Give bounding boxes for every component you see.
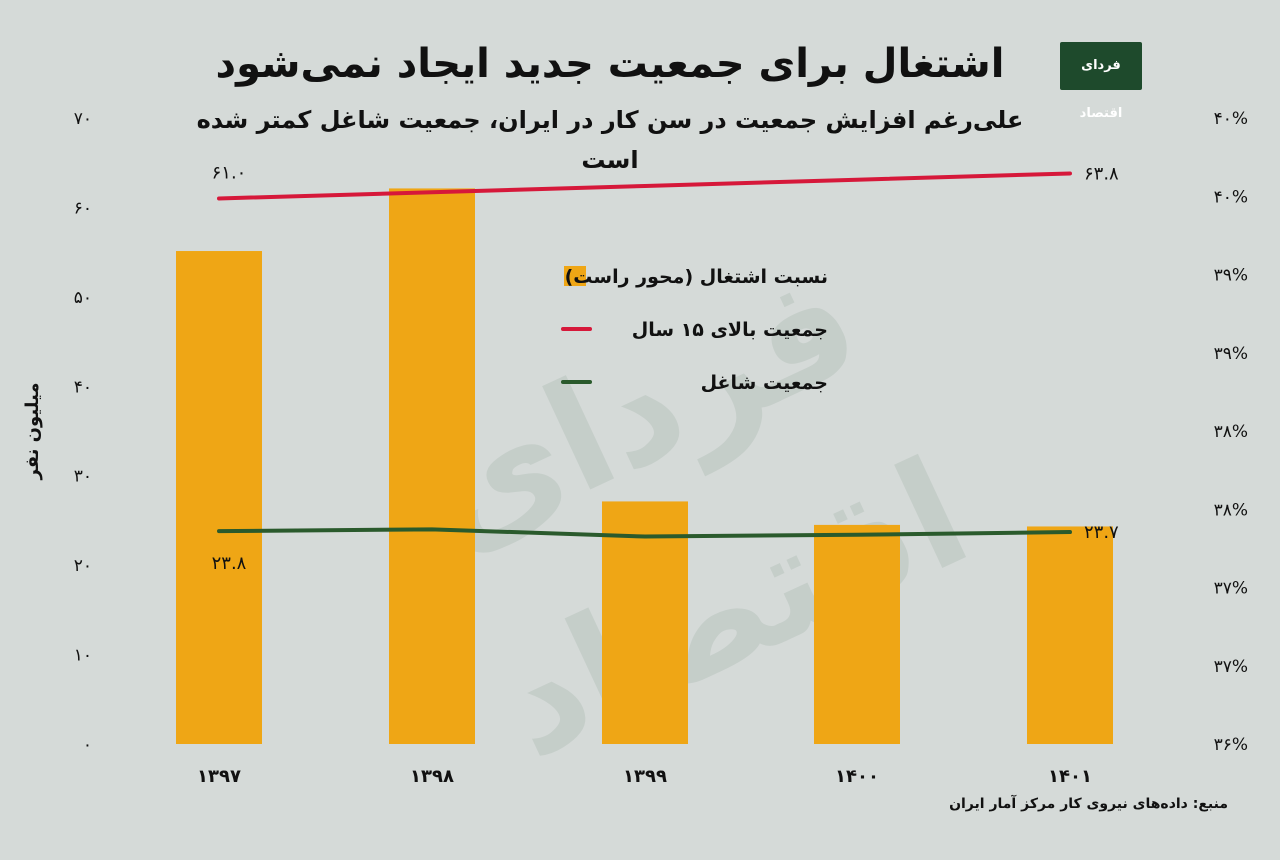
bar xyxy=(389,188,475,745)
y-right-tick-label: ۳۷% xyxy=(1214,657,1248,677)
x-tick-label: ۱۴۰۰ xyxy=(835,766,879,787)
legend-label: جمعیت بالای ۱۵ سال xyxy=(632,319,828,341)
y-right-tick-label: ۳۸% xyxy=(1214,500,1248,520)
x-tick-label: ۱۳۹۹ xyxy=(623,766,667,787)
source-note: منبع: داده‌های نیروی کار مرکز آمار ایران xyxy=(949,796,1228,812)
line-population xyxy=(217,171,1072,201)
y-right-tick-label: ۴۰% xyxy=(1214,109,1248,129)
y-right-tick-label: ۳۹% xyxy=(1214,266,1248,286)
y-left-tick-label: ۶۰ xyxy=(74,198,92,218)
y-left-tick-label: ۵۰ xyxy=(74,288,92,308)
y-left-tick-label: ۰ xyxy=(83,735,92,755)
x-tick-label: ۱۴۰۱ xyxy=(1048,766,1092,787)
x-tick-label: ۱۳۹۸ xyxy=(410,766,454,787)
line-employed xyxy=(217,527,1072,539)
y-left-tick-label: ۲۰ xyxy=(74,556,92,576)
line-employed-data-label: ۲۳.۸ xyxy=(212,553,247,574)
legend-label: جمعیت شاغل xyxy=(701,372,828,394)
y-right-tick-label: ۳۹% xyxy=(1214,344,1248,364)
line-population-data-label: ۶۳.۸ xyxy=(1084,163,1119,184)
y-left-axis-label: میلیون نفر xyxy=(22,382,43,480)
bar xyxy=(176,251,262,744)
y-right-tick-label: ۳۶% xyxy=(1214,735,1248,755)
bar xyxy=(1027,526,1113,744)
line-population-data-label: ۶۱.۰ xyxy=(212,162,247,183)
y-right-tick-label: ۴۰% xyxy=(1214,187,1248,207)
bar xyxy=(602,501,688,744)
chart-title: اشتغال برای جمعیت جدید ایجاد نمی‌شود xyxy=(215,41,1005,87)
y-left-tick-label: ۷۰ xyxy=(74,109,92,129)
y-left-tick-label: ۳۰ xyxy=(74,467,92,487)
line-employed-data-label: ۲۳.۷ xyxy=(1084,522,1119,543)
chart-subtitle: علی‌رغم افزایش جمعیت در سن کار در ایران،… xyxy=(196,106,1024,174)
y-right-tick-label: ۳۷% xyxy=(1214,579,1248,599)
y-left-tick-label: ۴۰ xyxy=(74,377,92,397)
legend-swatch-bar xyxy=(564,266,586,286)
x-tick-label: ۱۳۹۷ xyxy=(197,766,241,787)
bar xyxy=(814,524,900,744)
brand-logo: فردای اقتصاد xyxy=(1060,42,1142,121)
y-left-tick-label: ۱۰ xyxy=(74,646,92,666)
legend-label: نسبت اشتغال (محور راست) xyxy=(565,266,828,288)
y-right-tick-label: ۳۸% xyxy=(1214,422,1248,442)
